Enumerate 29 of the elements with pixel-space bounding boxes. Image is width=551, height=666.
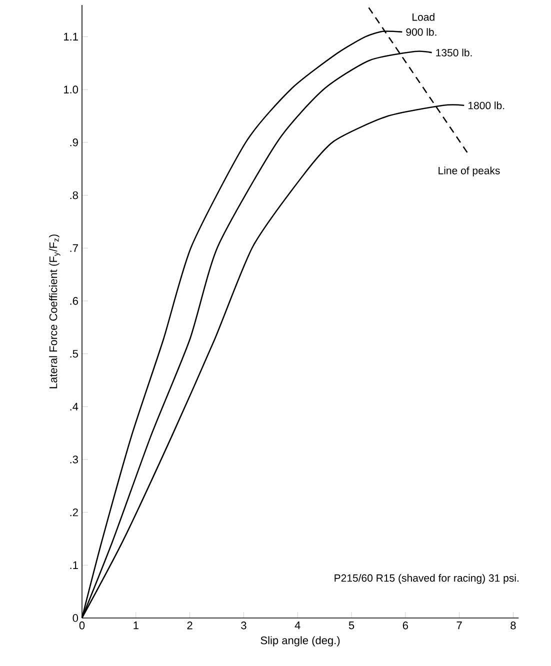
y-tick-label: .9 — [70, 138, 78, 146]
x-tick-label: 5 — [348, 622, 354, 630]
y-tick-label: .6 — [70, 297, 78, 305]
x-tick-label: 2 — [187, 622, 192, 630]
x-tick-label: 6 — [402, 622, 408, 630]
legend-title: Load — [412, 13, 434, 21]
y-tick-label: .2 — [70, 508, 78, 516]
x-axis-title: Slip angle (deg.) — [260, 636, 340, 646]
y-tick-label: .4 — [70, 402, 78, 410]
series-label: 1350 lb. — [436, 48, 472, 56]
x-tick-label: 1 — [134, 622, 138, 630]
x-tick-label: 3 — [241, 622, 246, 630]
x-tick-label: 7 — [456, 622, 462, 630]
series-label: 900 lb. — [406, 28, 436, 36]
y-tick-label: .1 — [70, 561, 78, 569]
y-tick-label: 0 — [72, 614, 78, 622]
y-tick-label: .8 — [70, 191, 78, 200]
annotation: P215/60 R15 (shaved for racing) 31 psi. — [334, 574, 518, 584]
y-tick-label: 1.1 — [64, 32, 78, 40]
y-tick-label: .5 — [70, 350, 78, 358]
x-tick-label: 4 — [294, 622, 300, 630]
x-tick-label: 8 — [510, 622, 516, 630]
series-label: 1800 lb. — [468, 102, 504, 110]
y-axis-title: Lateral Force Coefficient (F$_{y}$/F$_{z}$) — [49, 234, 60, 388]
y-tick-label: .3 — [70, 456, 78, 464]
y-tick-label: 1.0 — [64, 86, 78, 94]
x-tick-label: 0 — [79, 622, 85, 630]
series-label: Line of peaks — [438, 166, 500, 176]
y-tick-label: .7 — [70, 244, 78, 252]
